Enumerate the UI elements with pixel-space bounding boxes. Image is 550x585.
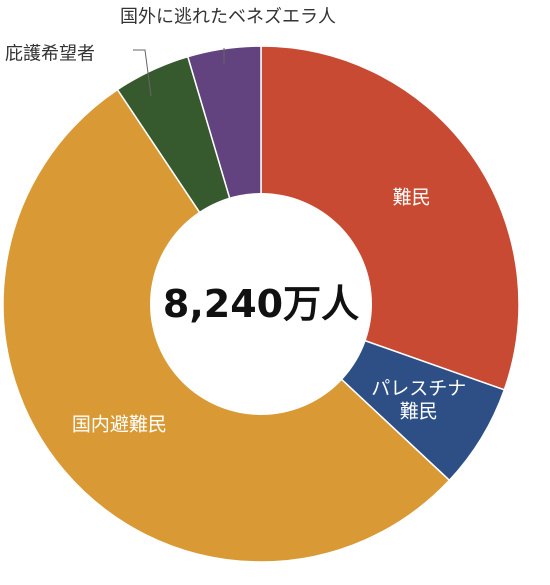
donut-hole [150, 193, 372, 415]
slice-label-4: 国外に逃れたベネズエラ人 [120, 7, 336, 28]
center-total-label: 8,240万人 [163, 282, 359, 326]
leader-line-3 [133, 49, 152, 97]
slice-label-2: 国内避難民 [72, 413, 167, 435]
slice-label-3: 庇護希望者 [5, 44, 95, 65]
slice-label-1: パレスチナ難民 [371, 377, 466, 422]
slice-label-0: 難民 [393, 186, 431, 208]
